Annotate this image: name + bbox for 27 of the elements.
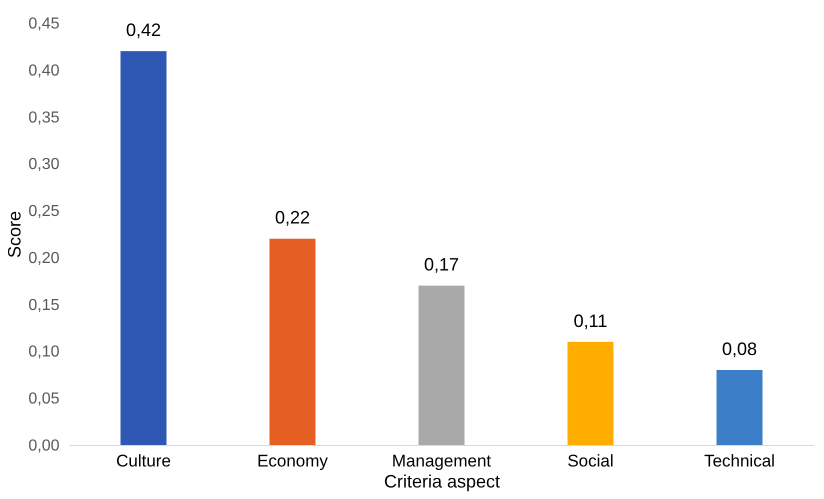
y-tick-label: 0,15 (28, 296, 60, 314)
y-tick-label: 0,10 (28, 344, 60, 361)
x-tick-label: Economy (257, 452, 328, 470)
x-axis-title: Criteria aspect (384, 472, 500, 492)
x-tick-label: Culture (116, 452, 171, 470)
bar (120, 51, 166, 445)
y-tick-label: 0,00 (28, 438, 60, 454)
y-tick-label: 0,20 (28, 250, 60, 267)
data-label: 0,17 (424, 254, 460, 275)
y-tick-label: 0,05 (28, 390, 60, 408)
bar (568, 342, 614, 445)
y-axis-title: Score (4, 210, 24, 258)
data-label: 0,22 (274, 208, 310, 228)
data-label: 0,42 (126, 20, 162, 40)
bar (716, 370, 762, 445)
bar (418, 286, 464, 445)
y-tick-label: 0,40 (28, 62, 60, 80)
y-tick-label: 0,35 (28, 109, 60, 126)
data-label: 0,08 (722, 338, 758, 359)
x-tick-label: Management (392, 452, 492, 470)
bar (270, 238, 316, 445)
x-tick-label: Social (567, 452, 614, 470)
y-tick-label: 0,25 (28, 203, 60, 220)
x-tick-label: Technical (704, 452, 775, 470)
data-label: 0,11 (574, 310, 608, 331)
y-tick-label: 0,45 (28, 16, 60, 32)
y-tick-label: 0,30 (28, 156, 60, 174)
